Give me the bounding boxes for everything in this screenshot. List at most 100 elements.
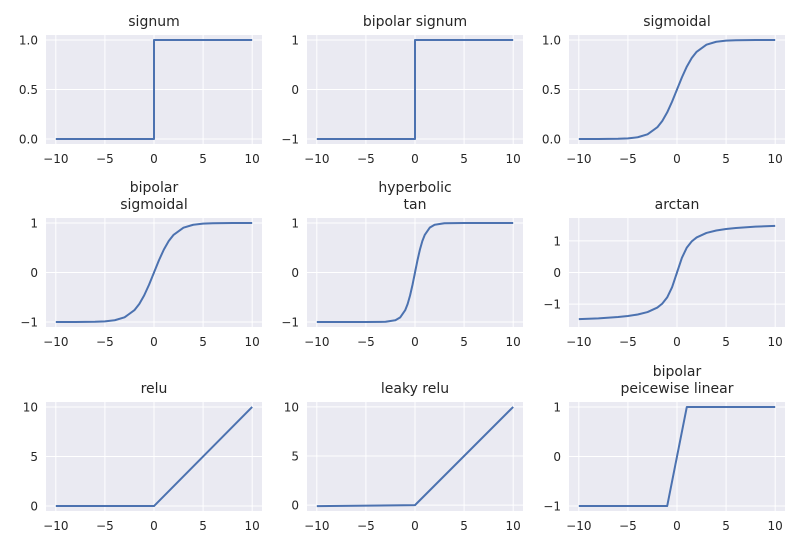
x-tick-label: 5 bbox=[722, 152, 730, 166]
subplot-title: sigmoidal bbox=[643, 14, 711, 30]
x-tick-label: −5 bbox=[357, 152, 375, 166]
series-line bbox=[578, 224, 776, 321]
series-line bbox=[316, 406, 514, 508]
x-tick-label: −10 bbox=[304, 519, 329, 533]
x-tick-label: −10 bbox=[566, 152, 591, 166]
subplot-title: peicewise linear bbox=[621, 381, 734, 397]
y-tick-label: 0.0 bbox=[542, 133, 561, 147]
y-tick-label: −1 bbox=[543, 500, 561, 514]
x-tick-label: 10 bbox=[768, 335, 783, 349]
x-tick-label: 10 bbox=[768, 519, 783, 533]
x-tick-label: 0 bbox=[411, 519, 419, 533]
series-line bbox=[55, 38, 253, 141]
x-tick-label: 0 bbox=[150, 519, 158, 533]
y-tick-label: 0 bbox=[30, 500, 38, 514]
x-tick-label: −10 bbox=[304, 335, 329, 349]
x-tick-label: 5 bbox=[722, 335, 730, 349]
x-tick-label: 10 bbox=[506, 152, 521, 166]
subplot-title: bipolar bbox=[653, 364, 702, 380]
x-tick-label: 5 bbox=[199, 519, 207, 533]
y-tick-label: 0 bbox=[291, 83, 299, 97]
subplot-title: relu bbox=[141, 381, 168, 397]
y-tick-label: 1.0 bbox=[542, 33, 561, 47]
x-tick-label: −5 bbox=[96, 152, 114, 166]
x-tick-label: 0 bbox=[411, 152, 419, 166]
series-line bbox=[55, 221, 253, 324]
subplot-title: hyperbolic bbox=[378, 180, 451, 196]
y-tick-label: 0 bbox=[553, 266, 561, 280]
y-tick-label: 5 bbox=[30, 450, 38, 464]
x-tick-label: 10 bbox=[506, 335, 521, 349]
subplot-title: bipolar signum bbox=[363, 14, 467, 30]
x-tick-label: 10 bbox=[245, 335, 260, 349]
x-tick-label: 5 bbox=[460, 519, 468, 533]
y-tick-label: 1 bbox=[553, 234, 561, 248]
subplot-title: tan bbox=[404, 197, 427, 213]
x-tick-label: −5 bbox=[96, 335, 114, 349]
y-tick-label: 0.0 bbox=[19, 133, 38, 147]
subplot-1: −10 −5 0 5 10 0.0 0.5 1.0 signum bbox=[19, 14, 262, 166]
subplot-title: signum bbox=[128, 14, 179, 30]
x-tick-label: −10 bbox=[43, 152, 68, 166]
x-tick-label: −5 bbox=[357, 519, 375, 533]
x-tick-label: −10 bbox=[304, 152, 329, 166]
y-tick-label: 0 bbox=[30, 266, 38, 280]
series-line bbox=[578, 405, 776, 508]
x-tick-label: 5 bbox=[460, 335, 468, 349]
x-tick-label: 10 bbox=[245, 519, 260, 533]
y-tick-label: −1 bbox=[281, 316, 299, 330]
series-line bbox=[55, 406, 253, 508]
x-tick-label: 0 bbox=[411, 335, 419, 349]
x-tick-label: −5 bbox=[619, 152, 637, 166]
y-tick-label: 0 bbox=[291, 266, 299, 280]
x-tick-label: 0 bbox=[150, 152, 158, 166]
subplot-3: −10 −5 0 5 10 0.0 0.5 1.0 sigmoidal bbox=[542, 14, 785, 166]
x-tick-label: −5 bbox=[96, 519, 114, 533]
x-tick-label: −5 bbox=[619, 335, 637, 349]
y-tick-label: 10 bbox=[23, 400, 38, 414]
y-tick-label: 0 bbox=[291, 499, 299, 513]
y-tick-label: 1 bbox=[553, 400, 561, 414]
y-tick-label: 5 bbox=[291, 450, 299, 464]
y-tick-label: 1 bbox=[291, 33, 299, 47]
subplot-title: sigmoidal bbox=[120, 197, 188, 213]
subplot-8: −10 −5 0 5 10 0 5 10 leaky relu bbox=[284, 381, 523, 533]
subplot-title: leaky relu bbox=[381, 381, 449, 397]
series-line bbox=[316, 221, 514, 324]
series-line bbox=[316, 38, 514, 141]
y-tick-label: 1 bbox=[291, 216, 299, 230]
x-tick-label: 10 bbox=[506, 519, 521, 533]
y-tick-label: −1 bbox=[20, 316, 38, 330]
y-tick-label: 1 bbox=[30, 216, 38, 230]
x-tick-label: 5 bbox=[199, 335, 207, 349]
y-tick-label: 0.5 bbox=[19, 83, 38, 97]
subplot-7: −10 −5 0 5 10 0 5 10 relu bbox=[23, 381, 262, 533]
x-tick-label: 0 bbox=[150, 335, 158, 349]
x-tick-label: −5 bbox=[357, 335, 375, 349]
y-tick-label: 10 bbox=[284, 400, 299, 414]
subplot-title: arctan bbox=[655, 197, 700, 213]
x-tick-label: 10 bbox=[768, 152, 783, 166]
x-tick-label: 10 bbox=[245, 152, 260, 166]
y-tick-label: −1 bbox=[543, 298, 561, 312]
x-tick-label: 0 bbox=[673, 335, 681, 349]
x-tick-label: 5 bbox=[199, 152, 207, 166]
x-tick-label: −10 bbox=[43, 519, 68, 533]
x-tick-label: −10 bbox=[566, 519, 591, 533]
x-tick-label: −5 bbox=[619, 519, 637, 533]
x-tick-label: −10 bbox=[566, 335, 591, 349]
x-tick-label: 5 bbox=[460, 152, 468, 166]
y-tick-label: 0.5 bbox=[542, 83, 561, 97]
x-tick-label: 5 bbox=[722, 519, 730, 533]
x-tick-label: 0 bbox=[673, 519, 681, 533]
series-line bbox=[578, 38, 776, 141]
y-tick-label: −1 bbox=[281, 133, 299, 147]
x-tick-label: 0 bbox=[673, 152, 681, 166]
x-tick-label: −10 bbox=[43, 335, 68, 349]
y-tick-label: 0 bbox=[553, 450, 561, 464]
